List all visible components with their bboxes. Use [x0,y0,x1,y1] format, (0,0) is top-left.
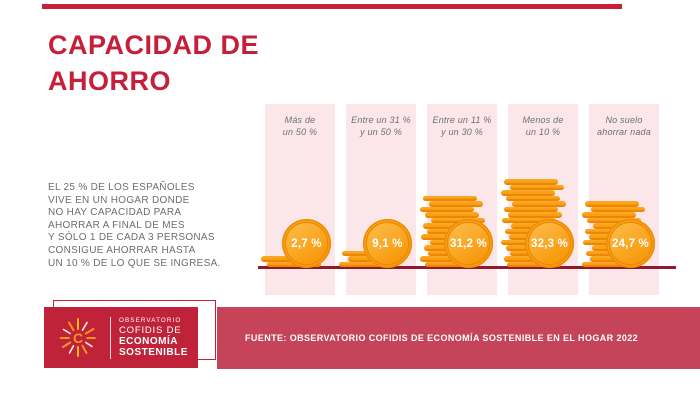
svg-text:C: C [73,330,83,346]
coin [510,184,564,190]
logo-line-cofidis-de: COFIDIS DE [119,324,182,336]
column-label: Entre un 31 % y un 50 % [351,115,411,137]
chart-column: Entre un 11 % y un 30 % 31,2 % [420,104,497,295]
column-label: No suelo ahorrar nada [597,115,651,137]
logo-divider [110,316,111,359]
chart-column: Menos de un 10 % 32,3 % [501,104,578,295]
value-coin: 9,1 % [363,219,412,268]
logo-text: OBSERVATORIO COFIDIS DE ECONOMÍA SOSTENI… [119,317,188,359]
coin [504,206,558,212]
cofidis-logo: C OBSERVATORIO COFIDIS DE ECONOMÍA SOSTE… [44,307,198,368]
coin [504,179,558,185]
chart-column: Entre un 31 % y un 50 % 9,1 % [339,104,416,295]
coin [420,256,474,262]
coin [582,261,636,267]
source-text: FUENTE: OBSERVATORIO COFIDIS DE ECONOMÍA… [245,333,639,343]
logo-line-observatorio: OBSERVATORIO [119,316,182,324]
value-coin: 31,2 % [444,219,493,268]
page-title: CAPACIDAD DE AHORRO [48,27,259,99]
source-band: FUENTE: OBSERVATORIO COFIDIS DE ECONOMÍA… [217,307,700,369]
chart-column: Más de un 50 % 2,7 % [261,104,335,295]
coin [506,195,560,201]
coin [587,217,641,223]
value-label: 24,7 % [611,237,649,250]
coin [591,206,645,212]
column-label: Menos de un 10 % [522,115,564,137]
value-coin: 32,3 % [525,219,574,268]
coin [420,206,474,212]
logo-line-economia: ECONOMÍA [119,335,178,347]
coin [512,201,566,207]
coin [502,217,556,223]
value-label: 32,3 % [530,237,568,250]
coin [501,190,555,196]
value-label: 9,1 % [372,237,403,250]
page-title-line2: AHORRO [48,66,171,96]
value-label: 2,7 % [291,237,322,250]
intro-text: EL 25 % DE LOS ESPAÑOLES VIVE EN UN HOGA… [48,182,221,269]
coin [508,212,562,218]
value-coin: 24,7 % [606,219,655,268]
coin [423,195,477,201]
savings-chart: Más de un 50 % 2,7 % Entre un 31 % y un 50… [261,104,659,295]
coin [585,201,639,207]
coin [507,261,561,267]
chart-column: No suelo ahorrar nada 24,7 % [582,104,659,295]
coin [425,212,479,218]
coin [425,261,479,267]
coin [339,261,393,267]
value-coin: 2,7 % [282,219,331,268]
coin [582,212,636,218]
column-label: Entre un 11 % y un 30 % [432,115,492,137]
coin [429,201,483,207]
column-label: Más de un 50 % [282,115,318,137]
sunburst-c-icon: C [59,317,96,357]
page-title-line1: CAPACIDAD DE [48,30,260,60]
top-accent-bar [42,4,622,9]
value-label: 31,2 % [449,237,487,250]
logo-line-sostenible: SOSTENIBLE [119,347,188,358]
